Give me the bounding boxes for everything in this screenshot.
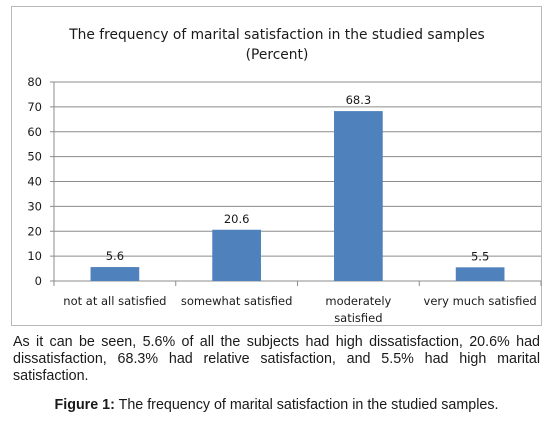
chart-frame: The frequency of marital satisfaction in… [11,6,542,326]
data-label: 68.3 [346,93,372,107]
y-tick-label: 50 [27,150,42,164]
y-tick-label: 10 [27,249,42,263]
bars [90,111,505,281]
bar-chart: The frequency of marital satisfaction in… [27,27,542,325]
x-tick-label: satisfied [334,311,382,325]
figure-caption-text: The frequency of marital satisfaction in… [114,397,499,413]
x-tick-label: not at all satisfied [63,294,166,308]
x-tick-label: moderately [325,294,391,308]
bar [90,267,140,281]
x-tick-label: somewhat satisfied [181,294,293,308]
y-axis-ticks: 0 10 20 30 40 50 60 70 80 [27,75,42,288]
caption-body: As it can be seen, 5.6% of all the subje… [13,334,540,384]
x-tick-label: very much satisfied [424,294,537,308]
y-tick-label: 20 [27,224,42,238]
y-tick-label: 80 [27,75,42,89]
x-axis-ticks: not at all satisfied somewhat satisfied mo… [63,294,536,325]
bar [212,229,261,281]
chart-title: The frequency of marital satisfaction in… [68,27,485,43]
y-tick-label: 60 [27,125,42,139]
chart-title-group: The frequency of marital satisfaction in… [68,27,485,63]
y-tick-label: 30 [27,199,42,213]
data-label: 20.6 [224,212,250,226]
y-tick-label: 0 [35,274,42,288]
bar [334,111,383,281]
bar [455,267,505,281]
chart-subtitle: (Percent) [246,47,309,63]
data-label: 5.6 [106,249,124,263]
figure-caption-label: Figure 1: [54,397,115,413]
y-tick-label: 70 [27,100,42,114]
data-labels: 5.6 20.6 68.3 5.5 [106,93,490,263]
figure-caption: Figure 1: The frequency of marital satis… [0,397,553,413]
y-tick-label: 40 [27,175,42,189]
data-label: 5.5 [471,249,489,263]
